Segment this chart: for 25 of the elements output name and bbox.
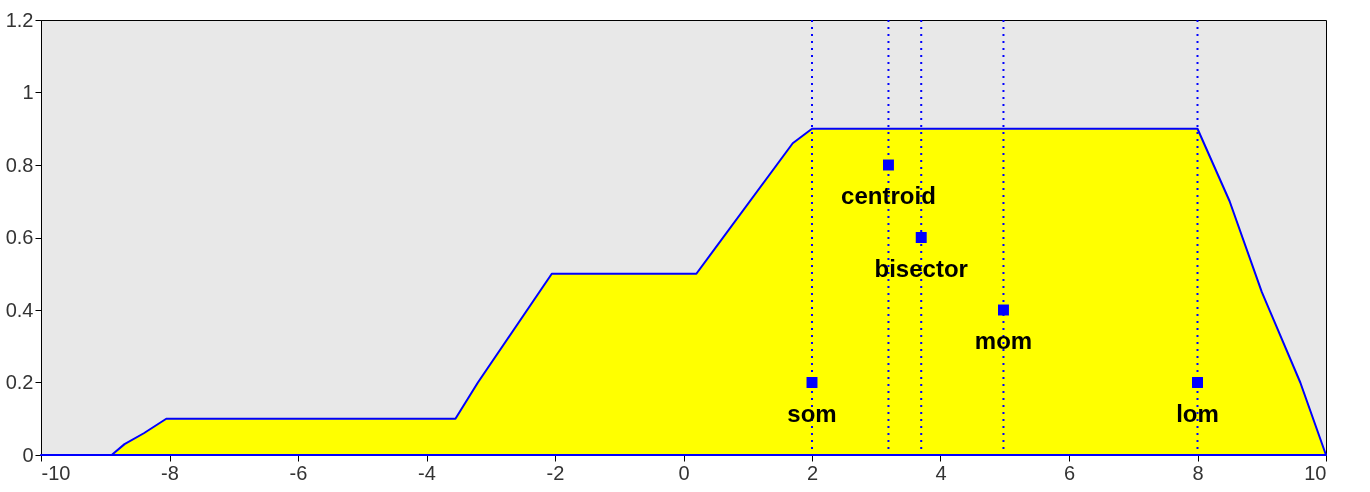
y-tick-label: 0.2 bbox=[5, 371, 34, 393]
x-tick-label: 10 bbox=[1304, 461, 1327, 484]
y-tick-label: 0.8 bbox=[5, 153, 34, 176]
annotation: som bbox=[787, 399, 837, 427]
y-tick-label: 0.4 bbox=[5, 298, 34, 321]
annotation: bisector bbox=[874, 254, 968, 282]
point bbox=[1192, 377, 1203, 388]
x-tick-label: 8 bbox=[1192, 461, 1204, 484]
point bbox=[915, 232, 927, 243]
x-tick-label: 4 bbox=[935, 461, 947, 484]
annotation: lom bbox=[1176, 399, 1219, 427]
x-tick-label: 6 bbox=[1063, 461, 1076, 484]
x-tick-label: -2 bbox=[546, 461, 565, 484]
y-tick-label: 0.6 bbox=[5, 226, 34, 248]
annotation: mom bbox=[974, 327, 1033, 354]
x-tick-label: -10 bbox=[41, 461, 71, 484]
x-tick-label: -6 bbox=[289, 461, 308, 484]
y-tick-label: 1 bbox=[22, 81, 34, 103]
y-tick-label: 0 bbox=[22, 443, 34, 466]
x-tick-label: 2 bbox=[806, 461, 819, 484]
x-tick-label: -4 bbox=[418, 461, 436, 484]
x-tick-label: 0 bbox=[678, 461, 690, 484]
x-tick-label: -8 bbox=[161, 461, 179, 484]
annotation: centroid bbox=[841, 182, 936, 209]
y-tick-label: 1.2 bbox=[5, 8, 34, 31]
